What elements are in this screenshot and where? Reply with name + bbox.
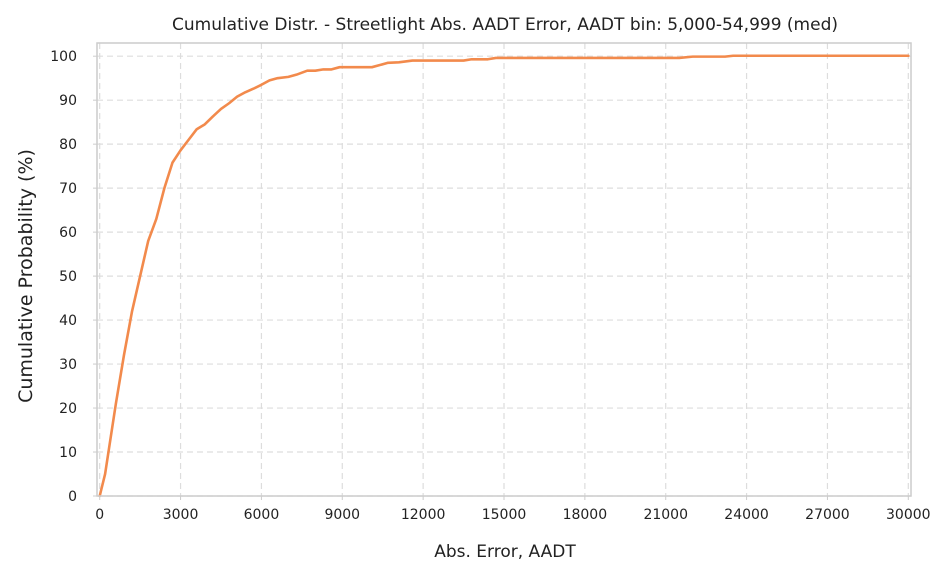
x-tick-label: 15000 [482, 507, 527, 523]
x-tick-label: 18000 [563, 507, 608, 523]
y-tick-label: 90 [59, 93, 77, 109]
x-axis-label: Abs. Error, AADT [434, 542, 576, 562]
y-tick-label: 100 [50, 49, 77, 65]
cdf-line [98, 54, 910, 498]
tick-layer: 0 3000 6000 9000 12000 15000 18000 21000 24000 27… [50, 49, 930, 523]
chart-title: Cumulative Distr. - Streetlight Abs. AAD… [172, 15, 838, 35]
x-tick-label: 21000 [643, 507, 688, 523]
x-tick-label: 24000 [724, 507, 769, 523]
x-tick-label: 0 [95, 507, 104, 523]
x-tick-label: 6000 [244, 507, 280, 523]
x-tick-label: 9000 [324, 507, 360, 523]
y-tick-label: 80 [59, 137, 77, 153]
y-tick-label: 70 [59, 181, 77, 197]
grid-layer [97, 43, 911, 497]
y-tick-label: 10 [59, 445, 77, 461]
x-tick-label: 30000 [886, 507, 931, 523]
x-tick-label: 27000 [805, 507, 850, 523]
y-tick-label: 20 [59, 401, 77, 417]
y-tick-label: 60 [59, 225, 77, 241]
y-tick-label: 0 [68, 489, 77, 505]
y-axis-label: Cumulative Probability (%) [15, 149, 37, 403]
series-layer [98, 54, 910, 498]
y-tick-label: 30 [59, 357, 77, 373]
y-tick-label: 40 [59, 313, 77, 329]
x-tick-label: 3000 [163, 507, 199, 523]
y-tick-label: 50 [59, 269, 77, 285]
x-tick-label: 12000 [401, 507, 446, 523]
